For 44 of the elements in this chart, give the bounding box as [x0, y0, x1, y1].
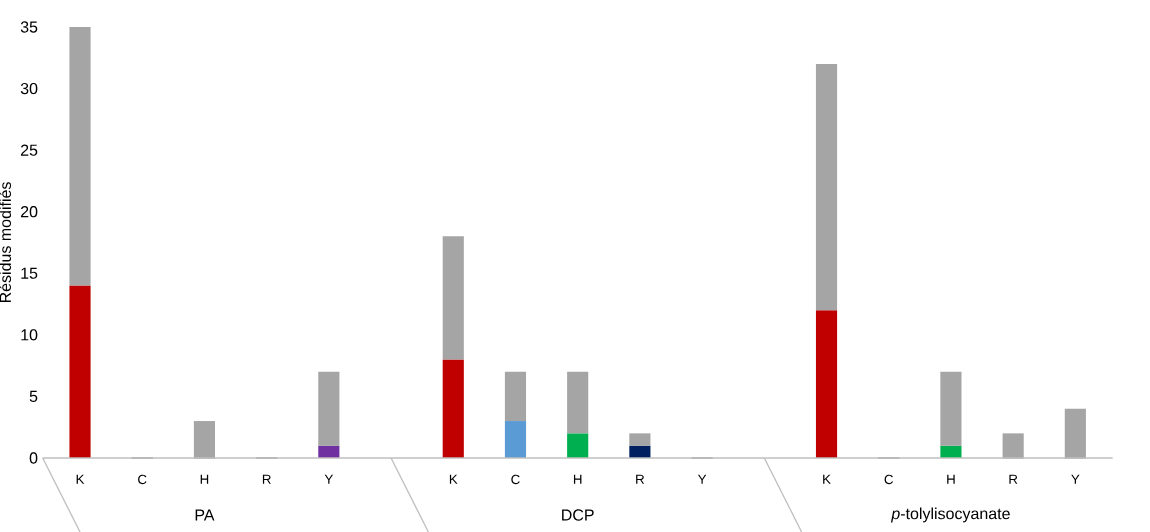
x-tick-label: R — [1009, 474, 1018, 484]
x-tick-label: R — [636, 474, 645, 484]
x-tick-label: K — [449, 474, 458, 484]
bar — [69, 27, 91, 286]
bar — [940, 371, 962, 446]
bar — [815, 63, 838, 311]
x-tick-label: H — [573, 474, 582, 484]
bar — [318, 371, 340, 446]
y-tick-label: 10 — [21, 329, 38, 341]
y-tick-label: 20 — [20, 206, 38, 218]
x-tick-label: C — [511, 474, 520, 485]
x-tick-label: H — [200, 474, 209, 484]
bar — [442, 359, 464, 458]
bar — [442, 236, 464, 360]
bar — [504, 421, 527, 458]
x-tick-label: R — [262, 474, 271, 484]
x-tick-label: C — [884, 474, 894, 485]
text: p-tolylisocyanate — [890, 507, 1010, 523]
bar — [629, 433, 651, 446]
bar — [815, 310, 838, 458]
bar — [193, 421, 216, 458]
bar — [504, 371, 527, 422]
x-tick-label: Y — [324, 474, 334, 484]
bar — [69, 285, 91, 458]
x-tick-label: H — [947, 474, 955, 484]
text: DCP — [562, 509, 594, 521]
y-tick-label: 15 — [21, 267, 38, 279]
y-tick-label: 30 — [20, 82, 38, 95]
x-tick-label: C — [138, 474, 147, 485]
x-tick-label: K — [76, 474, 85, 484]
x-tick-label: Y — [697, 474, 707, 484]
bar — [1002, 433, 1024, 458]
bar — [1064, 408, 1086, 458]
y-tick-label: 5 — [29, 390, 38, 402]
y-tick-label: 25 — [20, 144, 38, 156]
bar — [567, 371, 589, 434]
y-axis-title: Résidus modifiés — [0, 182, 12, 303]
x-tick-label: K — [823, 474, 831, 484]
text: PA — [195, 509, 215, 521]
y-tick-label: 35 — [20, 21, 38, 33]
bar — [567, 433, 589, 458]
y-tick-label: 0 — [29, 452, 38, 464]
x-tick-label: Y — [1071, 474, 1080, 484]
bar — [940, 445, 962, 458]
